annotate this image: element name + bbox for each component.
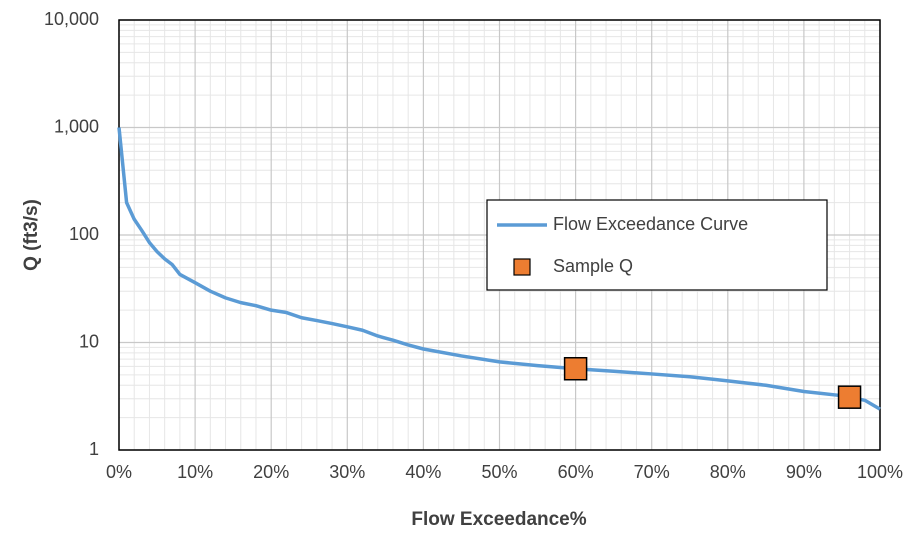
y-tick-label: 1,000: [54, 116, 99, 136]
x-tick-label: 40%: [405, 462, 441, 482]
x-tick-label: 50%: [481, 462, 517, 482]
x-tick-label: 80%: [710, 462, 746, 482]
legend-box: [486, 199, 828, 291]
x-tick-label: 70%: [634, 462, 670, 482]
x-tick-label: 10%: [177, 462, 213, 482]
y-axis-label: Q (ft3/s): [21, 199, 42, 271]
data-point: [837, 385, 862, 409]
x-tick-label: 100%: [857, 462, 903, 482]
legend-swatch: [513, 258, 531, 276]
y-tick-label: 10: [79, 331, 99, 351]
y-tick-label: 1: [89, 439, 99, 459]
x-axis-label: Flow Exceedance%: [411, 509, 586, 530]
x-tick-label: 60%: [558, 462, 594, 482]
data-point: [563, 356, 588, 381]
x-tick-label: 30%: [329, 462, 365, 482]
x-tick-label: 20%: [253, 462, 289, 482]
legend-label: Sample Q: [553, 256, 633, 276]
y-tick-label: 100: [69, 224, 99, 244]
plot-frame: [118, 19, 881, 451]
legend-label: Flow Exceedance Curve: [553, 214, 748, 234]
x-tick-label: 90%: [786, 462, 822, 482]
legend: Flow Exceedance Curve Sample Q: [486, 199, 828, 291]
x-tick-label: 0%: [106, 462, 132, 482]
data-line: [117, 127, 881, 411]
y-tick-label: 10,000: [44, 9, 99, 29]
